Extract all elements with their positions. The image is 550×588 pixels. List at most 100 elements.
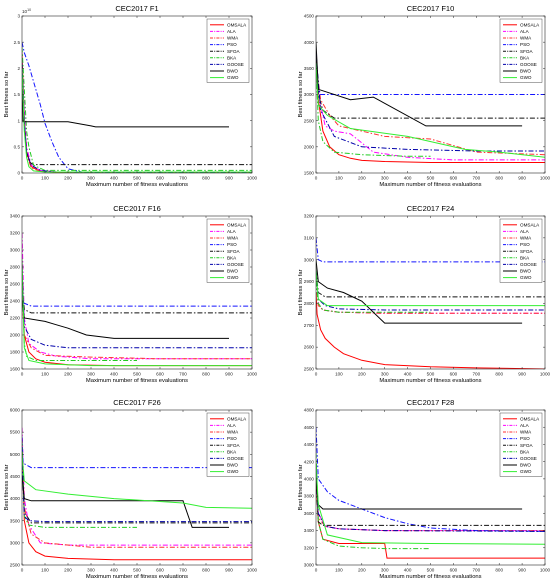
y-tick-label: 0 [17,171,20,176]
legend-label-ala: ALA [520,229,530,234]
x-tick-label: 0 [315,372,318,377]
y-tick-label: 6000 [10,408,21,413]
y-tick-label: 3500 [10,518,21,523]
y-tick-label: 2600 [304,345,315,350]
legend-label-ala: ALA [227,29,237,34]
x-tick-label: 700 [472,372,480,377]
y-tick-label: 1800 [10,350,21,355]
legend-label-goose: GOOSE [227,262,244,267]
series-line-gwo [316,270,545,307]
y-tick-label: 4800 [304,408,315,413]
x-tick-label: 100 [335,568,343,573]
legend-label-gwo: GWO [520,469,532,474]
legend-label-wma: WMA [227,36,239,41]
series-line-bka [316,453,431,550]
legend-label-ala: ALA [227,423,237,428]
series-line-bka [316,63,431,157]
x-tick-label: 400 [110,372,118,377]
legend-label-ala: ALA [227,229,237,234]
legend-label-gwo: GWO [227,275,239,280]
legend-label-omsala: OMSALA [227,22,247,27]
series-group [22,427,252,561]
x-tick-label: 100 [41,176,49,181]
series-line-pso [22,292,252,307]
y-tick-label: 5000 [10,452,21,457]
y-axis-label: Best fitness so far [298,269,304,315]
x-axis-label: Maximum number of fitness evaluations [86,574,188,580]
legend-label-wma: WMA [227,430,239,435]
legend-label-pso: PSO [520,242,530,247]
legend-label-ala: ALA [520,423,530,428]
x-tick-label: 700 [179,176,187,181]
x-axis-label: Maximum number of fitness evaluations [379,574,481,580]
x-tick-label: 900 [518,372,526,377]
x-tick-label: 900 [225,568,233,573]
y-tick-label: 3000 [10,248,21,253]
y-tick-label: 1500 [304,171,315,176]
x-tick-label: 1000 [247,176,258,181]
chart-title: CEC2017 F26 [113,398,161,407]
legend-box [499,18,543,83]
panel-cec2017-f10: CEC2017 F10 0 100 200 300 400 500 600 700 800 900 1… [298,4,550,188]
series-line-pso [316,63,545,95]
x-tick-label: 200 [358,568,366,573]
y-tick-label: 3200 [304,545,315,550]
series-line-bwo [316,259,523,324]
x-tick-label: 600 [450,568,458,573]
chart-title: CEC2017 F10 [407,4,455,13]
y-tick-label: 4500 [304,14,315,19]
legend-label-bka: BKA [520,255,530,260]
y-tick-label: 3000 [10,540,21,545]
series-line-bwo [22,476,229,528]
x-tick-label: 700 [472,176,480,181]
legend-label-bka: BKA [227,255,237,260]
panel-cec2017-f1: CEC2017 F10 100 200 300 400 500 600 700 800 900 10… [4,4,258,188]
y-tick-label: 4000 [304,40,315,45]
series-line-gwo [316,63,545,158]
x-tick-label: 500 [427,372,435,377]
legend-box [206,18,250,83]
series-line-pso [22,436,252,469]
x-tick-label: 800 [495,176,503,181]
y-tick-label: 3100 [304,235,315,240]
y-tick-label: 2800 [10,265,21,270]
series-line-wma [316,281,545,314]
x-tick-label: 400 [110,568,118,573]
legend-label-omsala: OMSALA [227,416,247,421]
series-group [316,427,545,559]
x-tick-label: 100 [41,568,49,573]
x-tick-label: 800 [202,176,210,181]
series-line-omsala [316,52,545,163]
series-line-ala [316,78,545,161]
y-axis-label: Best fitness so far [4,269,10,315]
legend-label-bwo: BWO [520,269,531,274]
y-tick-label: 3000 [304,563,315,568]
y-tick-label: 3400 [304,528,315,533]
y-tick-label: 2400 [10,299,21,304]
y-tick-label: 4200 [304,459,315,464]
legend-label-sfoa: SFOA [520,443,533,448]
y-tick-label: 0.5 [14,144,21,149]
x-tick-label: 400 [404,372,412,377]
y-axis-label: Best fitness so far [298,464,304,510]
legend-box [499,218,543,283]
x-tick-label: 200 [64,372,72,377]
legend-label-pso: PSO [227,42,237,47]
legend-label-omsala: OMSALA [520,22,540,27]
legend-label-goose: GOOSE [520,262,537,267]
x-tick-label: 300 [381,568,389,573]
series-line-gwo [316,461,545,545]
chart-title: CEC2017 F28 [407,398,455,407]
series-line-pso [316,237,545,263]
legend-label-bka: BKA [520,55,530,60]
chart-title: CEC2017 F16 [113,204,161,213]
legend-label-bwo: BWO [227,269,238,274]
y-tick-label: 4000 [304,476,315,481]
x-tick-label: 300 [381,372,389,377]
x-tick-label: 0 [21,176,24,181]
legend-label-bwo: BWO [520,463,531,468]
legend-label-bka: BKA [227,55,237,60]
